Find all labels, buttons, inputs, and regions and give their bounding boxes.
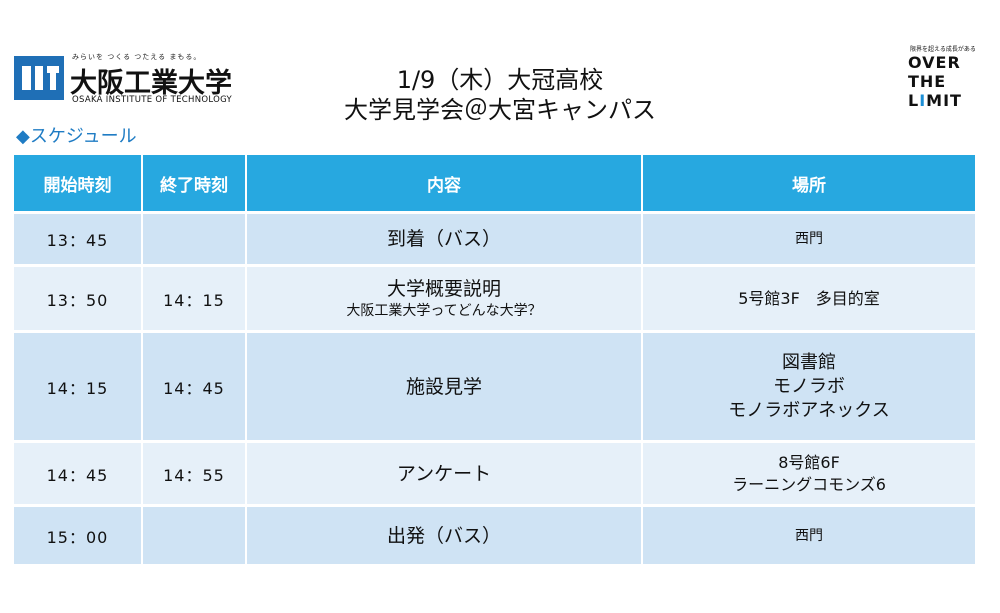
place-line: モノラボ [773,375,845,397]
over-the-limit-line1: OVER [908,53,961,72]
header-content: 内容 [246,155,643,214]
table-row: 14：15 14：45 施設見学 図書館 モノラボ モノラボアネックス [14,331,975,443]
header-end-time: 終了時刻 [142,155,247,214]
header-place: 場所 [642,155,975,214]
start-time-cell: 15：00 [14,505,143,567]
over-the-limit-tagline: 限界を超える成長がある [910,46,976,53]
over-the-limit-i: I [919,91,927,110]
table-row: 13：45 到着（バス） 西門 [14,212,975,267]
header-start-time: 開始時刻 [14,155,143,214]
over-the-limit-logo: 限界を超える成長がある OVER THE LIMIT [908,44,988,110]
schedule-table: 開始時刻 終了時刻 内容 場所 13：45 到着（バス） 西門 13：50 14… [14,155,975,567]
page-title-line1: 1/9（木）大冠高校 [396,66,604,94]
schedule-heading: ◆スケジュール [16,126,137,147]
place-cell: 8号館6F ラーニングコモンズ6 [642,441,975,507]
place-cell: 西門 [642,505,975,567]
content-cell: アンケート [246,441,643,507]
content-sub: 大阪工業大学ってどんな大学？ [346,302,542,319]
content-main: 施設見学 [405,375,482,398]
start-time-cell: 14：45 [14,441,143,507]
place-cell: 5号館3F 多目的室 [642,265,975,333]
over-the-limit-line2: THE [908,72,947,91]
place-cell: 図書館 モノラボ モノラボアネックス [642,331,975,443]
over-the-limit-mit: MIT [926,91,962,110]
table-row: 14：45 14：55 アンケート 8号館6F ラーニングコモンズ6 [14,441,975,507]
oit-logo: みらいを つくる つたえる まもる。 大阪工業大学 OSAKA INSTITUT… [14,52,244,108]
content-main: 到着（バス） [386,228,501,250]
logo-university-name: 大阪工業大学 [70,68,232,99]
place-line: 西門 [795,527,823,544]
table-row: 15：00 出発（バス） 西門 [14,505,975,567]
content-cell: 到着（バス） [246,212,643,267]
end-time-cell: 14：15 [142,265,247,333]
start-time-cell: 14：15 [14,331,143,443]
end-time-cell: 14：45 [142,331,247,443]
over-the-limit-line3: LIMIT [908,91,988,110]
logo-tagline: みらいを つくる つたえる まもる。 [72,53,202,61]
end-time-cell [142,212,247,267]
place-line: 西門 [795,231,823,247]
content-cell: 施設見学 [246,331,643,443]
place-line: 5号館3F 多目的室 [738,288,880,308]
place-cell: 西門 [642,212,975,267]
oit-logo-mark-icon [14,56,64,100]
content-cell: 大学概要説明 大阪工業大学ってどんな大学？ [246,265,643,333]
table-header-row: 開始時刻 終了時刻 内容 場所 [14,155,975,214]
place-line: モノラボアネックス [728,399,890,421]
table-row: 13：50 14：15 大学概要説明 大阪工業大学ってどんな大学？ 5号館3F … [14,265,975,333]
end-time-cell [142,505,247,567]
content-main: 大学概要説明 [386,277,501,300]
content-main: 出発（バス） [386,524,501,547]
over-the-limit-l: L [908,91,920,110]
logo-university-name-en: OSAKA INSTITUTE OF TECHNOLOGY [72,95,233,105]
page-title-line2: 大学見学会＠大宮キャンパス [344,96,656,124]
content-main: アンケート [396,462,492,485]
content-cell: 出発（バス） [246,505,643,567]
place-line: 8号館6F [778,452,840,472]
place-line: 図書館 [782,351,836,373]
start-time-cell: 13：45 [14,212,143,267]
end-time-cell: 14：55 [142,441,247,507]
place-line: ラーニングコモンズ6 [732,474,886,494]
start-time-cell: 13：50 [14,265,143,333]
